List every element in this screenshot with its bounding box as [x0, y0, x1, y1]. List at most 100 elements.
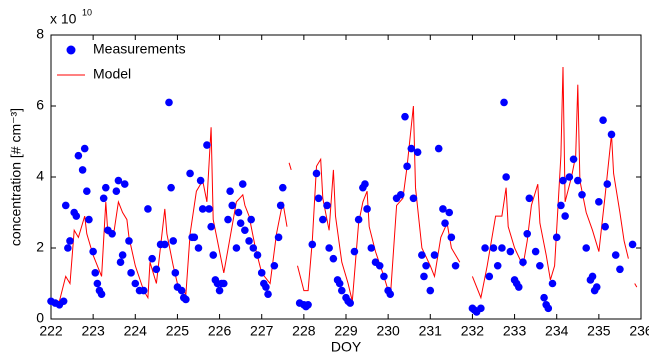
measurement-dot [420, 272, 428, 281]
measurement-dot [441, 219, 449, 227]
measurement-dot [354, 215, 363, 224]
measurement-dot [169, 237, 178, 245]
measurement-dot [578, 190, 586, 199]
measurement-dot [611, 251, 620, 259]
measurement-dot [228, 201, 237, 210]
measurement-dot [409, 194, 418, 203]
measurement-dot [434, 144, 443, 153]
measurement-dot [148, 254, 156, 263]
measurement-dot [485, 272, 494, 281]
measurement-dot [78, 166, 87, 174]
measurement-dot [559, 176, 567, 185]
measurement-dot [514, 283, 523, 291]
measurement-dot [592, 283, 601, 291]
measurement-dot [588, 272, 597, 281]
measurement-dot [493, 261, 502, 270]
measurement-dot [215, 286, 224, 295]
measurement-dot [249, 244, 258, 252]
measurement-dot [337, 286, 346, 295]
measurement-dot [350, 247, 359, 256]
x-tick-label: 224 [124, 323, 148, 339]
x-tick-label: 233 [503, 323, 527, 339]
measurement-dot [131, 279, 140, 288]
measurement-dot [557, 201, 565, 210]
measurement-dot [418, 251, 426, 259]
y-tick-label: 0 [36, 310, 44, 326]
measurement-dot [97, 290, 106, 298]
measurement-dot [167, 183, 175, 192]
y-multiplier: x 10 [50, 11, 77, 27]
measurement-dot [329, 254, 338, 263]
measurement-dot [314, 194, 323, 203]
measurement-dot [125, 237, 133, 245]
measurement-dot [232, 244, 241, 252]
measurement-dot [498, 244, 506, 252]
measurement-dot [561, 212, 569, 220]
measurement-dot [346, 299, 355, 307]
measurement-dot [226, 187, 234, 195]
measurement-dot [451, 261, 460, 270]
measurement-dot [481, 244, 489, 252]
measurement-dot [335, 279, 344, 288]
measurement-dot [278, 183, 287, 192]
measurement-dot [270, 261, 279, 270]
measurement-dot [152, 265, 161, 274]
measurement-dot [407, 144, 416, 153]
measurement-dot [323, 201, 331, 210]
measurement-dot [245, 237, 253, 245]
measurement-dot [207, 222, 215, 231]
measurement-dot [396, 190, 405, 199]
measurement-dot [120, 180, 129, 188]
measurement-dot [276, 201, 285, 210]
measurement-dot [403, 162, 411, 171]
measurement-dot [171, 269, 180, 277]
measurement-dot [523, 230, 532, 238]
x-tick-label: 228 [292, 323, 316, 339]
legend-label: Measurements [93, 41, 186, 57]
measurement-dot [114, 176, 123, 185]
measurement-dot [186, 169, 194, 178]
measurement-dot [569, 155, 578, 164]
measurement-dot [234, 208, 243, 217]
measurement-dot [447, 233, 456, 242]
measurement-dot [380, 272, 388, 281]
x-tick-label: 232 [461, 323, 485, 339]
measurement-dot [601, 222, 609, 231]
measurement-dot [190, 233, 199, 242]
measurement-dot [262, 283, 270, 291]
x-tick-label: 231 [419, 323, 443, 339]
measurement-dot [66, 237, 74, 245]
measurement-dot [312, 169, 321, 178]
measurement-dot [439, 205, 447, 213]
measurement-dot [253, 251, 262, 259]
measurement-dot [83, 187, 91, 195]
measurement-dot [72, 212, 81, 220]
measurement-dot [502, 173, 510, 181]
x-tick-label: 225 [166, 323, 190, 339]
measurement-dot [500, 98, 508, 107]
measurement-dot [196, 176, 205, 185]
measurement-dot [536, 261, 544, 270]
measurement-dot [198, 205, 207, 213]
measurement-dot [160, 240, 169, 249]
measurement-dot [489, 244, 498, 252]
measurement-dot [386, 290, 395, 298]
measurement-dot [209, 251, 218, 259]
measurement-dot [565, 173, 574, 181]
measurement-dot [264, 290, 272, 298]
measurement-dot [506, 247, 515, 256]
y-tick-label: 6 [36, 97, 44, 113]
measurement-dot [308, 240, 317, 249]
measurement-dot [422, 261, 430, 270]
measurement-dot [93, 279, 102, 288]
measurement-dot [247, 215, 255, 224]
y-tick-label: 4 [36, 168, 44, 184]
measurement-dot [127, 269, 135, 277]
measurement-dot [224, 215, 232, 224]
measurement-dot [112, 187, 121, 195]
x-tick-label: 222 [39, 323, 63, 339]
measurement-dot [64, 244, 72, 252]
measurement-dot [531, 247, 540, 256]
measurement-dot [236, 219, 245, 227]
measurement-dot [59, 297, 68, 306]
